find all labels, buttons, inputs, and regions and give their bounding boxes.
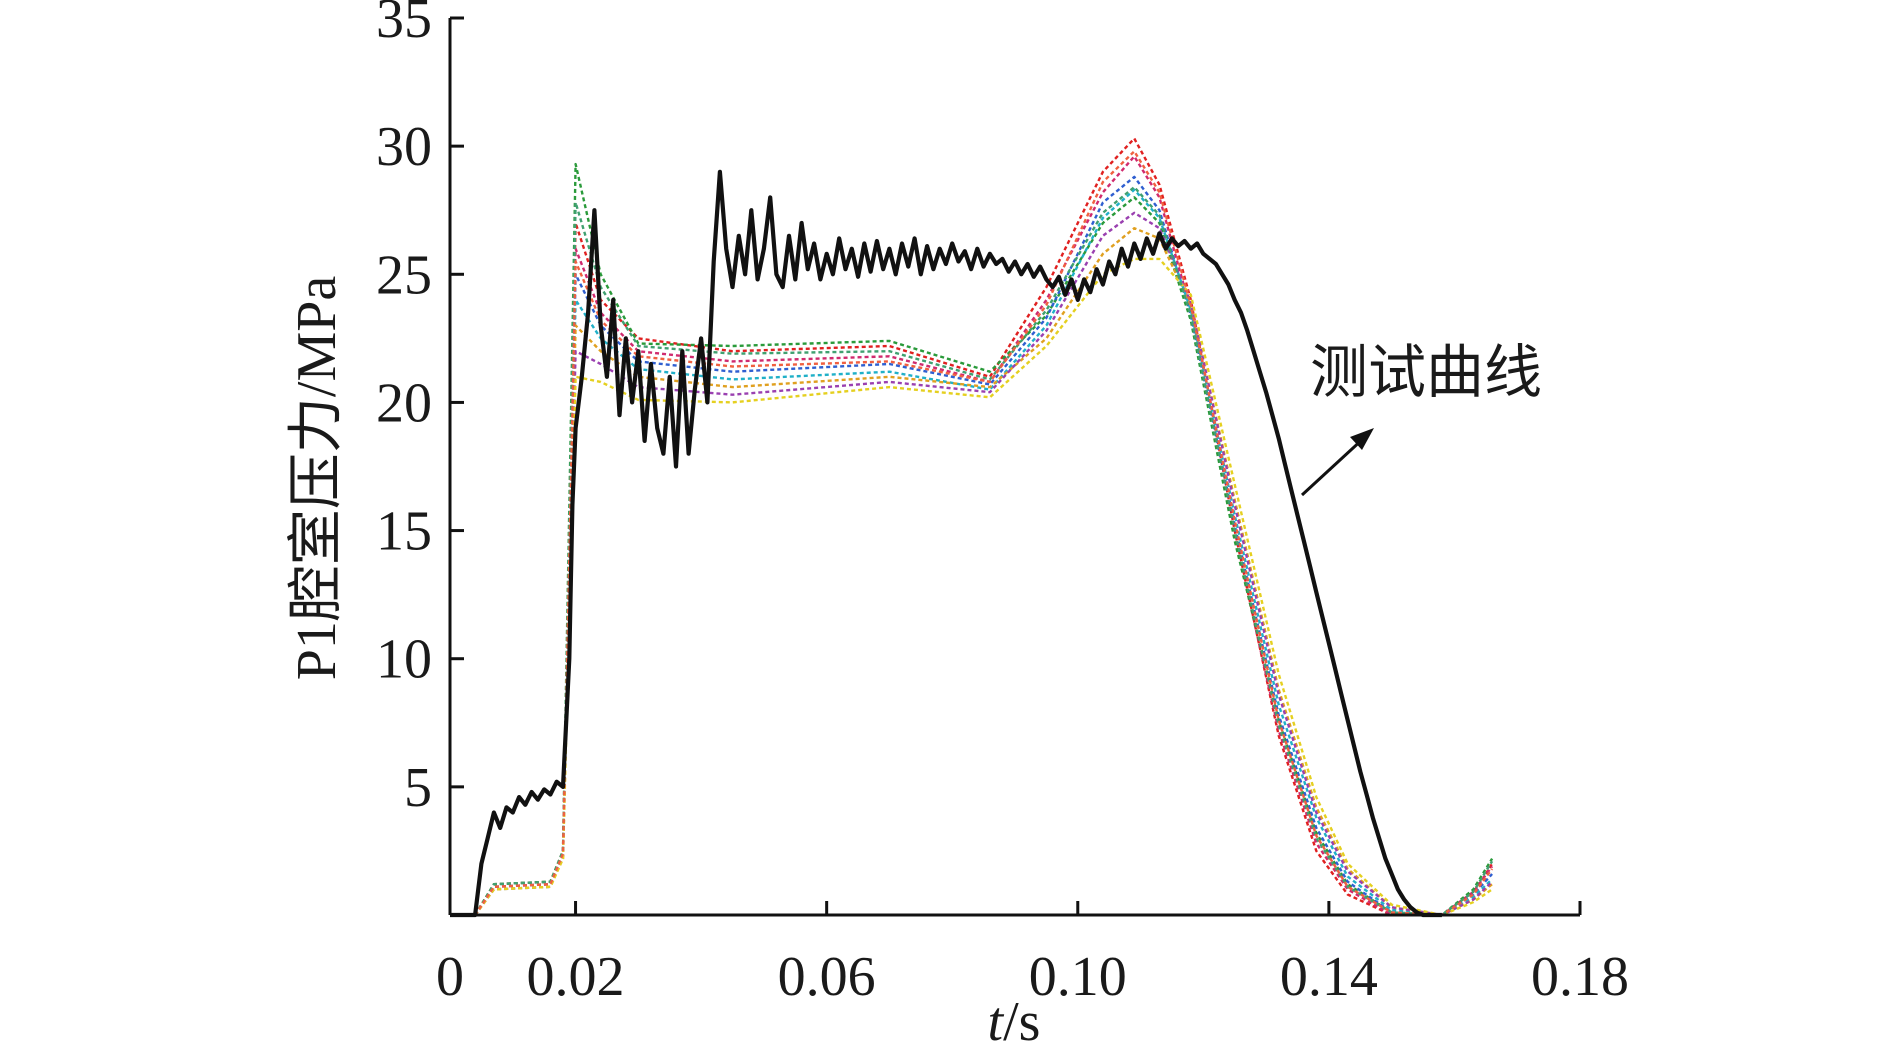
simulation-curve-7	[474, 211, 1493, 917]
x-tick-label: 0.02	[527, 946, 625, 1008]
x-tick-label: 0.14	[1280, 946, 1378, 1008]
simulation-curve-4	[474, 175, 1493, 917]
y-tick-label: 35	[376, 0, 432, 50]
ticks: 0 0.02 0.06 0.10 0.14 0.18 5 10 15 20 25 30 35	[376, 0, 1629, 1008]
y-tick-label: 30	[376, 116, 432, 178]
y-tick-label: 25	[376, 244, 432, 306]
x-axis-title-variable: t	[988, 991, 1005, 1049]
x-axis-title: t/s	[988, 991, 1041, 1049]
axes	[448, 18, 1580, 917]
y-tick-label: 20	[376, 372, 432, 434]
x-tick-label: 0	[436, 946, 464, 1008]
y-tick-label: 10	[376, 629, 432, 691]
annotation-label: 测试曲线	[1310, 340, 1542, 405]
simulation-curves	[474, 137, 1494, 917]
y-axis-title: P1腔室压力/MPa	[286, 276, 348, 681]
simulation-curve-6	[474, 227, 1493, 917]
simulation-curve-5	[474, 188, 1493, 917]
y-tick-label: 5	[404, 757, 432, 819]
annotation-arrowhead	[1350, 428, 1374, 450]
simulation-curve-1	[474, 137, 1494, 917]
test-curve-layer	[450, 169, 1442, 918]
annotation-arrow	[1300, 435, 1367, 497]
test-curve	[450, 169, 1442, 918]
simulation-curve-9	[474, 185, 1494, 917]
x-tick-label: 0.10	[1029, 946, 1127, 1008]
simulation-curve-2	[474, 155, 1494, 917]
y-tick-label: 15	[376, 501, 432, 563]
x-tick-label: 0.06	[778, 946, 876, 1008]
x-tick-label: 0.18	[1531, 946, 1629, 1008]
simulation-curve-10	[474, 150, 1494, 917]
x-axis-title-unit: /s	[1003, 991, 1040, 1049]
simulation-curve-3	[474, 162, 1494, 917]
